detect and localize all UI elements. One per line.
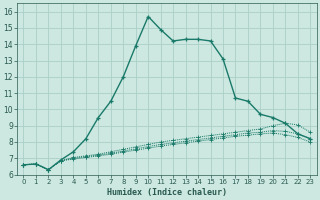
X-axis label: Humidex (Indice chaleur): Humidex (Indice chaleur) <box>107 188 227 197</box>
